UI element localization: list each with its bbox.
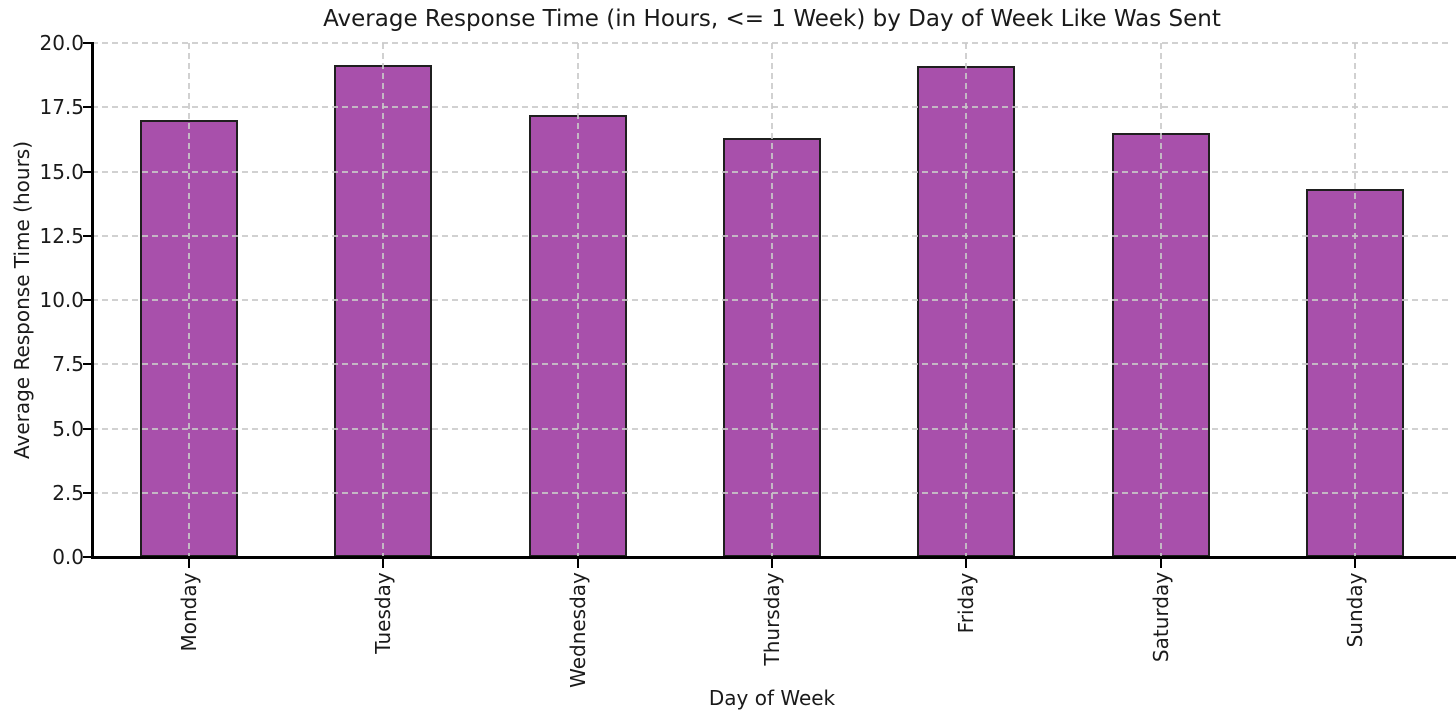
- gridline-v: [771, 43, 773, 557]
- y-axis-spine: [91, 42, 94, 559]
- gridline-v: [188, 43, 191, 557]
- y-tick-label: 12.5: [39, 223, 84, 248]
- y-tick-mark: [83, 170, 92, 173]
- y-tick-mark: [83, 491, 92, 494]
- x-tick-mark: [965, 559, 968, 568]
- x-tick-mark: [1159, 559, 1162, 568]
- y-tick-label: 20.0: [39, 31, 84, 55]
- chart-title: Average Response Time (in Hours, <= 1 We…: [323, 6, 1221, 32]
- x-tick-label: Tuesday: [371, 571, 396, 654]
- x-tick-label: Friday: [954, 572, 979, 633]
- y-tick-mark: [83, 556, 92, 558]
- x-tick-mark: [576, 559, 579, 568]
- gridline-v: [1353, 43, 1356, 557]
- x-tick-mark: [188, 559, 191, 568]
- x-tick-label: Sunday: [1342, 572, 1367, 647]
- y-tick-mark: [83, 106, 92, 109]
- y-tick-label: 0.0: [52, 545, 84, 569]
- x-axis-spine: [91, 556, 1456, 559]
- y-tick-mark: [83, 363, 92, 366]
- y-tick-mark: [83, 299, 92, 301]
- y-tick-label: 7.5: [52, 352, 84, 377]
- y-tick-label: 10.0: [39, 288, 84, 312]
- gridline-v: [382, 43, 385, 557]
- x-tick-label: Wednesday: [565, 572, 590, 688]
- x-tick-mark: [771, 559, 773, 568]
- x-axis-label: Day of Week: [708, 686, 836, 710]
- y-tick-label: 17.5: [39, 95, 84, 120]
- y-tick-mark: [83, 427, 92, 430]
- gridline-v: [576, 43, 579, 557]
- y-tick-label: 15.0: [39, 159, 84, 184]
- gridline-v: [965, 43, 968, 557]
- y-tick-label: 5.0: [52, 416, 84, 441]
- x-tick-label: Monday: [177, 572, 202, 651]
- y-tick-mark: [83, 42, 92, 44]
- gridline-v: [1159, 43, 1162, 557]
- x-tick-mark: [1353, 559, 1356, 568]
- x-tick-label: Thursday: [760, 572, 784, 665]
- x-tick-label: Saturday: [1148, 571, 1173, 663]
- x-tick-mark: [382, 559, 385, 568]
- y-tick-label: 2.5: [52, 480, 84, 505]
- y-tick-mark: [83, 234, 92, 237]
